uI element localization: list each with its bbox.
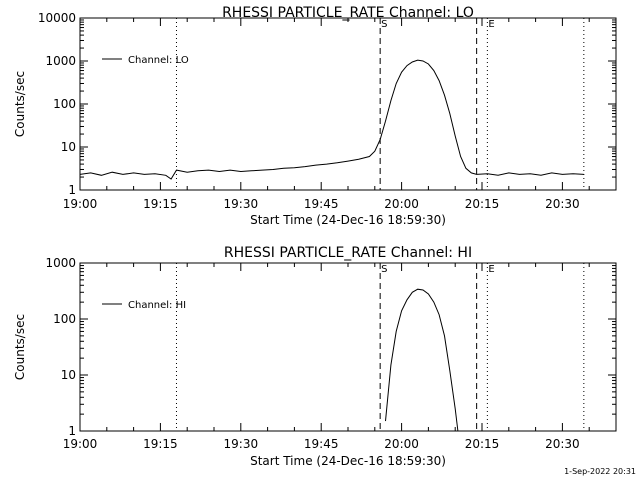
x-tick-label: 20:30: [545, 197, 580, 211]
y-tick-label: 10: [61, 140, 76, 154]
x-tick-label: 20:00: [384, 197, 419, 211]
x-tick-label: 19:30: [224, 437, 259, 451]
x-tick-label: 19:00: [63, 437, 98, 451]
x-tick-label: 20:15: [465, 437, 500, 451]
marker-label: S: [381, 264, 387, 275]
x-tick-label: 19:15: [143, 197, 178, 211]
series-line: [385, 288, 459, 432]
y-tick-label: 1: [68, 183, 76, 197]
marker-label: S: [381, 19, 387, 30]
x-tick-label: 19:15: [143, 437, 178, 451]
x-axis-label: Start Time (24-Dec-16 18:59:30): [250, 213, 446, 227]
y-tick-label: 10000: [38, 11, 76, 25]
y-tick-label: 100: [53, 312, 76, 326]
footer-timestamp: 1-Sep-2022 20:31: [564, 467, 636, 476]
y-tick-label: 1: [68, 424, 76, 438]
x-tick-label: 19:00: [63, 197, 98, 211]
legend-label: Channel: HI: [128, 300, 186, 311]
legend-label: Channel: LO: [128, 55, 189, 66]
y-tick-label: 10: [61, 368, 76, 382]
chart-panel-hi: RHESSI PARTICLE_RATE Channel: HI 19:00 19:…: [13, 245, 617, 468]
marker-label: E: [488, 19, 494, 30]
chart-panel-lo: RHESSI PARTICLE_RATE Channel: LO 19:00 19:…: [13, 5, 617, 227]
y-tick-label: 1000: [45, 54, 76, 68]
x-tick-label: 20:30: [545, 437, 580, 451]
y-axis-label: Counts/sec: [13, 71, 27, 137]
x-axis-label: Start Time (24-Dec-16 18:59:30): [250, 454, 446, 468]
chart-title: RHESSI PARTICLE_RATE Channel: LO: [222, 5, 474, 21]
x-tick-label: 20:00: [384, 437, 419, 451]
x-tick-label: 19:45: [304, 197, 339, 211]
chart-title: RHESSI PARTICLE_RATE Channel: HI: [224, 245, 472, 261]
x-tick-label: 19:45: [304, 437, 339, 451]
x-tick-label: 19:30: [224, 197, 259, 211]
y-tick-label: 100: [53, 97, 76, 111]
y-tick-label: 1000: [45, 256, 76, 270]
marker-label: E: [488, 264, 494, 275]
series-line: [79, 59, 584, 180]
y-axis-label: Counts/sec: [13, 314, 27, 380]
x-tick-label: 20:15: [465, 197, 500, 211]
plot-frame: [79, 17, 617, 191]
plot-frame: [79, 262, 617, 432]
